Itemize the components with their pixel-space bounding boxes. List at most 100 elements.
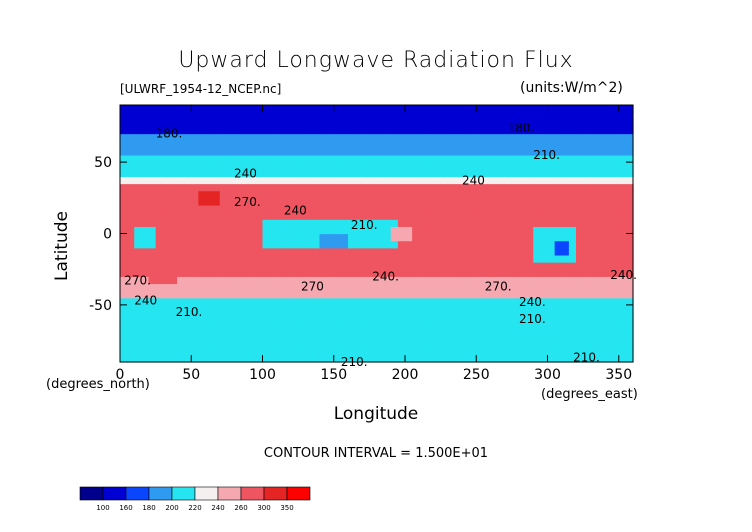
heatmap-cell (241, 105, 249, 113)
heatmap-cell (198, 269, 207, 277)
heatmap-cell (120, 347, 128, 356)
heatmap-cell (519, 347, 527, 356)
heatmap-cell (326, 326, 335, 335)
heatmap-cell (162, 169, 171, 177)
heatmap-cell (326, 212, 335, 220)
heatmap-cell (526, 162, 534, 170)
heatmap-cell (497, 340, 506, 349)
heatmap-cell (504, 197, 513, 206)
heatmap-cell (177, 197, 185, 206)
heatmap-cell (490, 326, 499, 335)
heatmap-cell (312, 126, 321, 135)
heatmap-cell (177, 340, 185, 349)
heatmap-cell (554, 283, 563, 292)
heatmap-cell (276, 190, 285, 199)
heatmap-cell (340, 140, 349, 149)
heatmap-cell (412, 262, 420, 270)
heatmap-cell (590, 147, 598, 156)
heatmap-cell (219, 297, 228, 306)
heatmap-cell (504, 254, 513, 263)
heatmap-cell (333, 176, 342, 185)
heatmap-cell (447, 126, 456, 135)
heatmap-cell (433, 119, 442, 128)
heatmap-cell (212, 340, 221, 349)
heatmap-cell (611, 297, 620, 306)
heatmap-cell (141, 154, 150, 163)
heatmap-cell (568, 254, 577, 263)
heatmap-cell (419, 204, 427, 213)
heatmap-cell (383, 240, 392, 249)
heatmap-cell (241, 176, 249, 185)
heatmap-cell (476, 347, 484, 356)
heatmap-cell (604, 297, 613, 306)
heatmap-cell (340, 133, 349, 142)
heatmap-cell (162, 133, 171, 142)
heatmap-cell (369, 326, 378, 335)
heatmap-cell (234, 347, 242, 356)
heatmap-cell (490, 312, 499, 320)
heatmap-cell (148, 254, 157, 263)
heatmap-cell (269, 262, 278, 270)
heatmap-cell (141, 112, 150, 120)
heatmap-cell (148, 140, 157, 149)
heatmap-cell (134, 133, 142, 142)
heatmap-cell (198, 219, 207, 227)
heatmap-cell (312, 262, 321, 270)
heatmap-cell (355, 133, 363, 142)
heatmap-cell (469, 212, 477, 220)
heatmap-cell (120, 297, 128, 306)
heatmap-cell (177, 169, 185, 177)
heatmap-cell (191, 276, 199, 285)
heatmap-cell (255, 283, 264, 292)
heatmap-cell (162, 112, 171, 120)
heatmap-cell (141, 304, 150, 313)
heatmap-cell (405, 283, 413, 292)
heatmap-cell (405, 140, 413, 149)
heatmap-cell (326, 133, 335, 142)
heatmap-cell (234, 212, 242, 220)
heatmap-cell (348, 340, 356, 349)
heatmap-cell (283, 133, 292, 142)
heatmap-cell (490, 197, 499, 206)
heatmap-cell (369, 147, 378, 156)
heatmap-cell (611, 219, 620, 227)
heatmap-cell (490, 233, 499, 242)
heatmap-cell (283, 333, 292, 342)
heatmap-cell (305, 290, 313, 299)
heatmap-cell (447, 290, 456, 299)
heatmap-cell (362, 112, 370, 120)
heatmap-cell (504, 240, 513, 249)
heatmap-cell (397, 133, 406, 142)
heatmap-cell (205, 254, 214, 263)
heatmap-cell (454, 247, 463, 256)
heatmap-cell (490, 154, 499, 163)
heatmap-cell (611, 240, 620, 249)
heatmap-cell (412, 226, 420, 235)
heatmap-cell (483, 276, 492, 285)
heatmap-cell (397, 169, 406, 177)
heatmap-cell (526, 105, 534, 113)
heatmap-cell (177, 204, 185, 213)
heatmap-cell (568, 312, 577, 320)
heatmap-cell (291, 105, 299, 113)
heatmap-cell (340, 347, 349, 356)
heatmap-cell (219, 169, 228, 177)
heatmap-cell (625, 340, 634, 349)
heatmap-cell (618, 162, 627, 170)
heatmap-cell (483, 154, 492, 163)
heatmap-cell (134, 219, 142, 227)
heatmap-cell (191, 176, 199, 185)
heatmap-cell (568, 226, 577, 235)
heatmap-cell (462, 133, 470, 142)
heatmap-cell (433, 112, 442, 120)
heatmap-cell (426, 154, 435, 163)
heatmap-cell (162, 354, 171, 363)
heatmap-cell (155, 219, 164, 227)
heatmap-cell (355, 226, 363, 235)
heatmap-cell (397, 190, 406, 199)
heatmap-cell (611, 247, 620, 256)
heatmap-cell (469, 290, 477, 299)
heatmap-cell (533, 340, 541, 349)
heatmap-cell (127, 290, 135, 299)
heatmap-cell (519, 319, 527, 327)
